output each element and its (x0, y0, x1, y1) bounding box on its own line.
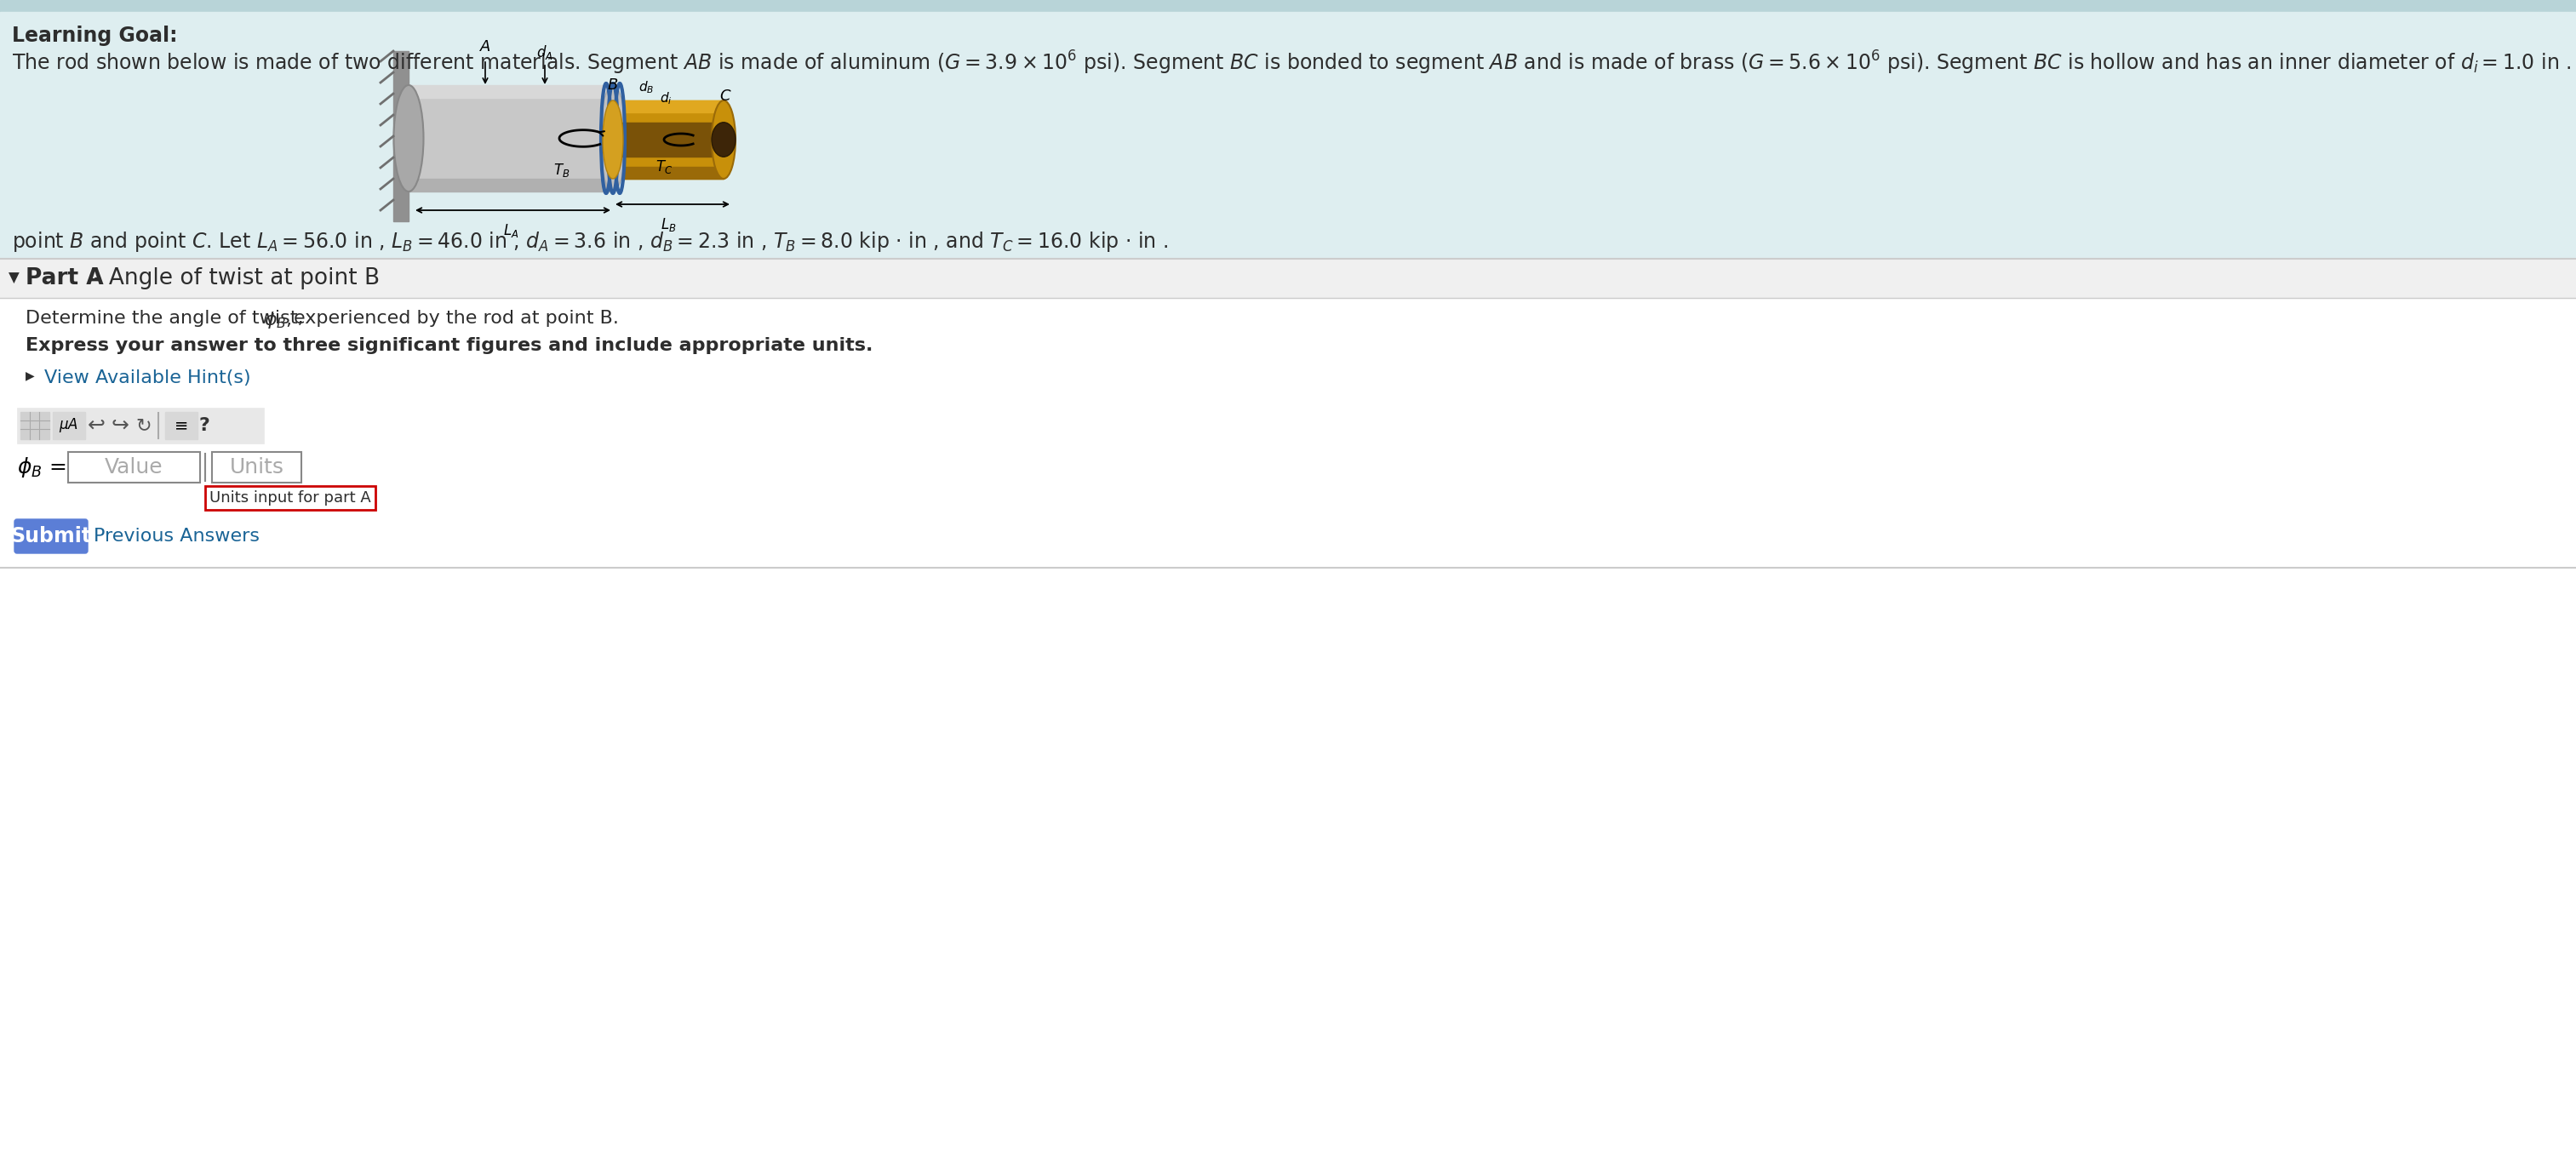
Text: A: A (479, 39, 489, 55)
Text: ≡: ≡ (175, 418, 188, 434)
Bar (21, 412, 49, 439)
Text: point $\mathit{B}$ and point $\mathit{C}$. Let $\mathit{L}_A=56.0$ in , $\mathit: point $\mathit{B}$ and point $\mathit{C}… (13, 230, 1167, 253)
Text: C: C (719, 88, 729, 103)
Bar (410, 94, 613, 183)
Text: $\mu A$: $\mu A$ (59, 417, 80, 434)
Text: $d_A$: $d_A$ (536, 44, 554, 62)
Text: ↩: ↩ (88, 416, 106, 435)
Text: Learning Goal:: Learning Goal: (13, 26, 178, 46)
Text: ?: ? (198, 417, 209, 434)
Bar (0, 12, 2576, 259)
Ellipse shape (711, 122, 737, 157)
Bar (165, 412, 198, 439)
Bar (613, 101, 724, 113)
Ellipse shape (394, 85, 422, 192)
Bar (67, 452, 201, 483)
Text: ↪: ↪ (111, 416, 129, 435)
Ellipse shape (711, 101, 737, 179)
Text: View Available Hint(s): View Available Hint(s) (44, 369, 250, 387)
Ellipse shape (600, 85, 626, 192)
Ellipse shape (603, 101, 623, 179)
FancyBboxPatch shape (15, 519, 88, 554)
Text: $L_A$: $L_A$ (502, 222, 518, 239)
Text: ▶: ▶ (26, 369, 33, 381)
Bar (618, 122, 724, 157)
Text: Determine the angle of twist,: Determine the angle of twist, (26, 310, 304, 327)
Text: ▼: ▼ (8, 271, 21, 286)
Bar (0, 259, 2576, 298)
Bar (206, 486, 376, 510)
Text: Value: Value (106, 457, 162, 477)
Text: $\phi_B$ =: $\phi_B$ = (18, 455, 67, 479)
Bar (410, 85, 613, 98)
Text: - Angle of twist at point B: - Angle of twist at point B (93, 267, 379, 289)
Text: Part A: Part A (26, 267, 103, 289)
Text: Express your answer to three significant figures and include appropriate units.: Express your answer to three significant… (26, 337, 873, 354)
Text: Units: Units (229, 457, 283, 477)
Bar (0, 0, 2576, 12)
Text: $\phi_B$,: $\phi_B$, (263, 310, 291, 330)
Text: $d_B$: $d_B$ (639, 80, 654, 95)
Text: Submit: Submit (10, 526, 93, 547)
Bar (613, 101, 724, 179)
Bar (18, 408, 263, 444)
Text: experienced by the rod at point B.: experienced by the rod at point B. (294, 310, 618, 327)
Text: $d_i$: $d_i$ (659, 91, 672, 107)
Bar (410, 179, 613, 192)
Bar (0, 259, 2576, 1161)
Bar (394, 51, 410, 222)
Text: The rod shown below is made of two different materials. Segment $\mathit{AB}$ is: The rod shown below is made of two diffe… (13, 50, 2576, 77)
Text: $T_C$: $T_C$ (654, 158, 672, 175)
Text: $T_B$: $T_B$ (554, 163, 569, 179)
Text: Previous Answers: Previous Answers (93, 528, 260, 545)
Text: B: B (608, 78, 618, 93)
Text: ↻: ↻ (137, 417, 152, 434)
Text: Units input for part A: Units input for part A (209, 490, 371, 505)
Text: $L_B$: $L_B$ (659, 216, 675, 233)
Bar (613, 167, 724, 179)
Bar (211, 452, 301, 483)
Bar (52, 412, 85, 439)
